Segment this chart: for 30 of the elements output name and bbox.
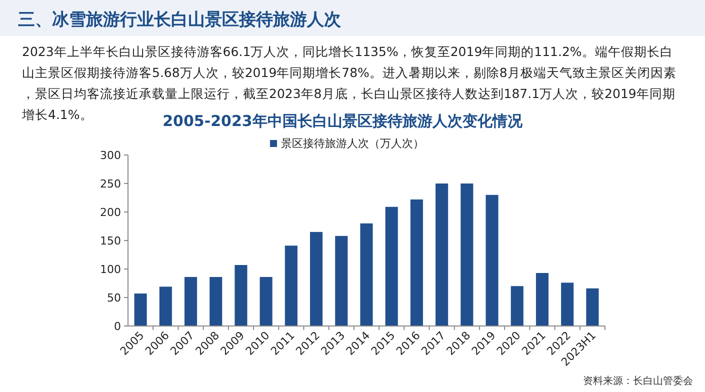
- bar: [335, 236, 348, 326]
- bar: [184, 276, 198, 326]
- bar: [436, 184, 448, 326]
- bar: [410, 199, 423, 326]
- bar: [460, 184, 474, 326]
- y-tick-label: 200: [100, 206, 121, 219]
- text: 资料来源：长白山管委会: [583, 375, 693, 387]
- y-tick-label: 50: [107, 292, 121, 304]
- y-tick-label: 150: [100, 234, 121, 248]
- bar: [234, 265, 248, 326]
- chart-title: 三、冰雪旅游行业长白山景区接待旅游人次: [18, 10, 342, 30]
- chart-subtitle: 2005-2023年中国长白山景区接待旅游人次变化情况: [162, 112, 524, 130]
- bar: [385, 206, 398, 326]
- bar: [134, 294, 147, 326]
- bar: [210, 276, 222, 326]
- bar: [284, 246, 298, 326]
- bar: [310, 232, 323, 326]
- bar: [536, 272, 549, 326]
- legend-label: 景区接待旅游人次（万人次）: [281, 137, 424, 150]
- bar: [260, 276, 272, 326]
- y-tick-label: 300: [100, 149, 121, 162]
- bar: [360, 223, 373, 326]
- bar: [561, 282, 574, 326]
- y-tick-label: 100: [100, 263, 121, 276]
- bar: [586, 288, 599, 326]
- y-tick-label: 0: [114, 320, 121, 333]
- bar: [486, 194, 498, 326]
- bar: [510, 286, 524, 326]
- bar: [159, 286, 172, 326]
- y-tick-label: 250: [100, 178, 121, 190]
